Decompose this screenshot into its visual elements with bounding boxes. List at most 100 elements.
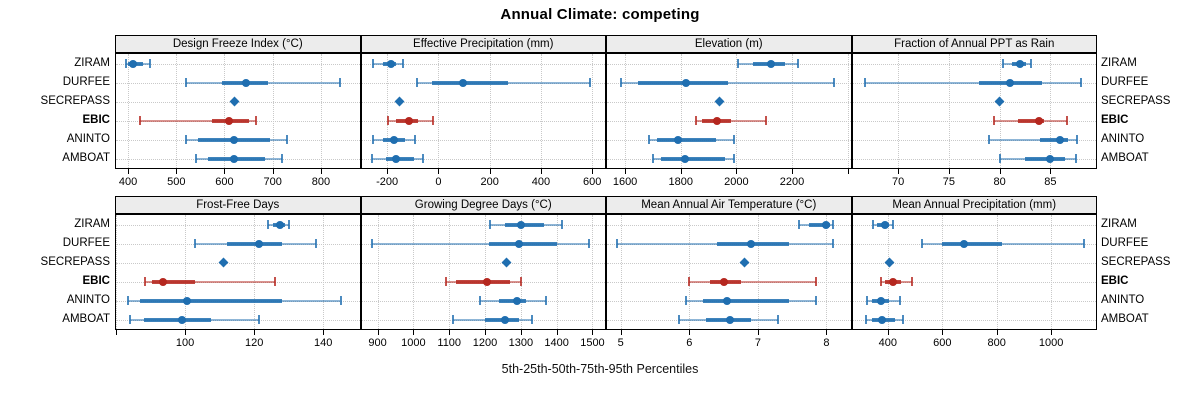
tick-label: 900 [368, 337, 387, 349]
tick-label: 1500 [580, 337, 605, 349]
median-dot [1035, 116, 1044, 125]
whisker-cap [128, 315, 131, 324]
site-label-right: ANINTO [1101, 293, 1145, 306]
h-gridline [607, 224, 851, 226]
tick-label: 75 [942, 176, 955, 188]
panel-strip: Mean Annual Precipitation (mm) [851, 196, 1097, 214]
tick-mark [320, 169, 322, 174]
single-value-diamond [218, 257, 229, 268]
site-label-left: AMBOAT [62, 312, 110, 325]
v-gridline [254, 215, 256, 329]
tick-mark [736, 169, 738, 174]
iqr-bar [1040, 137, 1068, 142]
iqr-bar [152, 279, 196, 284]
iqr-bar [499, 298, 527, 303]
whisker-cap [732, 135, 735, 144]
whisker-line [372, 242, 589, 245]
panel-strip: Frost-Free Days [115, 196, 361, 214]
whisker-cap [832, 78, 835, 87]
v-gridline [1050, 54, 1052, 168]
single-value-diamond [884, 257, 895, 268]
iqr-bar [809, 222, 830, 227]
single-value-diamond [994, 96, 1005, 107]
tick-mark [887, 330, 889, 335]
median-dot [225, 116, 234, 125]
panel-strip: Growing Degree Days (°C) [360, 196, 606, 214]
iqr-bar [226, 241, 282, 246]
h-gridline [361, 158, 605, 160]
v-gridline [185, 215, 187, 329]
tick-mark [792, 169, 794, 174]
h-gridline [361, 101, 605, 103]
whisker-cap [688, 277, 691, 286]
median-dot [1005, 78, 1014, 87]
h-gridline [852, 300, 1096, 302]
median-dot [878, 315, 887, 324]
median-dot [404, 116, 413, 125]
whisker-cap [866, 296, 869, 305]
tick-label: 600 [582, 176, 602, 188]
tick-mark [485, 330, 487, 335]
median-dot [767, 59, 776, 68]
median-dot [881, 220, 890, 229]
median-dot [877, 296, 886, 305]
tick-mark [224, 169, 226, 174]
iqr-bar [657, 137, 716, 142]
h-gridline [116, 63, 360, 65]
panel-body [360, 214, 606, 330]
site-label-right: SECREPASS [1101, 255, 1171, 268]
panel-body [606, 214, 852, 330]
v-gridline [689, 215, 691, 329]
site-label-right: DURFEE [1101, 75, 1149, 88]
whisker-cap [616, 239, 619, 248]
whisker-cap [561, 220, 564, 229]
tick-mark [757, 330, 759, 335]
median-dot [230, 154, 239, 163]
median-dot [726, 315, 735, 324]
tick-mark [176, 169, 178, 174]
whisker-cap [899, 296, 902, 305]
tick-label: 85 [1044, 176, 1057, 188]
site-label-left: AMBOAT [62, 151, 110, 164]
tick-label: 500 [167, 176, 186, 188]
median-dot [516, 220, 525, 229]
site-label-left: ZIRAM [74, 217, 110, 230]
median-dot [482, 277, 491, 286]
median-dot [386, 59, 395, 68]
h-gridline [852, 139, 1096, 141]
panel-strip: Mean Annual Air Temperature (°C) [606, 196, 852, 214]
whisker-cap [695, 116, 698, 125]
median-dot [158, 277, 167, 286]
tick-label: 0 [435, 176, 442, 188]
whisker-cap [732, 154, 735, 163]
single-value-diamond [739, 257, 750, 268]
tick-label: 1800 [668, 176, 693, 188]
whisker-cap [401, 59, 404, 68]
tick-label: 140 [314, 337, 333, 349]
v-gridline [128, 54, 130, 168]
whisker-cap [194, 239, 197, 248]
site-label-left: ANINTO [66, 293, 110, 306]
median-dot [747, 239, 756, 248]
single-value-diamond [714, 96, 725, 107]
whisker-cap [678, 315, 681, 324]
median-dot [712, 116, 721, 125]
v-gridline [826, 215, 828, 329]
v-gridline [999, 54, 1001, 168]
panel-strip: Fraction of Annual PPT as Rain [851, 35, 1097, 53]
v-gridline [898, 54, 900, 168]
tick-label: 400 [118, 176, 138, 188]
whisker-cap [127, 296, 130, 305]
median-dot [182, 296, 191, 305]
whisker-cap [124, 59, 127, 68]
whisker-cap [444, 277, 447, 286]
whisker-cap [287, 220, 290, 229]
tick-label: 400 [878, 337, 898, 349]
v-gridline [485, 215, 487, 329]
v-gridline [625, 54, 627, 168]
site-label-left: SECREPASS [40, 94, 110, 107]
v-gridline [489, 54, 491, 168]
v-gridline [176, 54, 178, 168]
tick-mark [116, 330, 117, 335]
h-gridline [116, 224, 360, 226]
